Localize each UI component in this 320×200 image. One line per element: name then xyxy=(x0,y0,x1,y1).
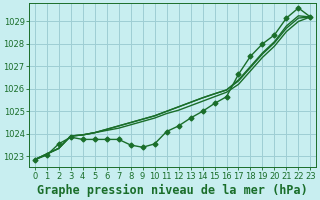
X-axis label: Graphe pression niveau de la mer (hPa): Graphe pression niveau de la mer (hPa) xyxy=(37,183,308,197)
